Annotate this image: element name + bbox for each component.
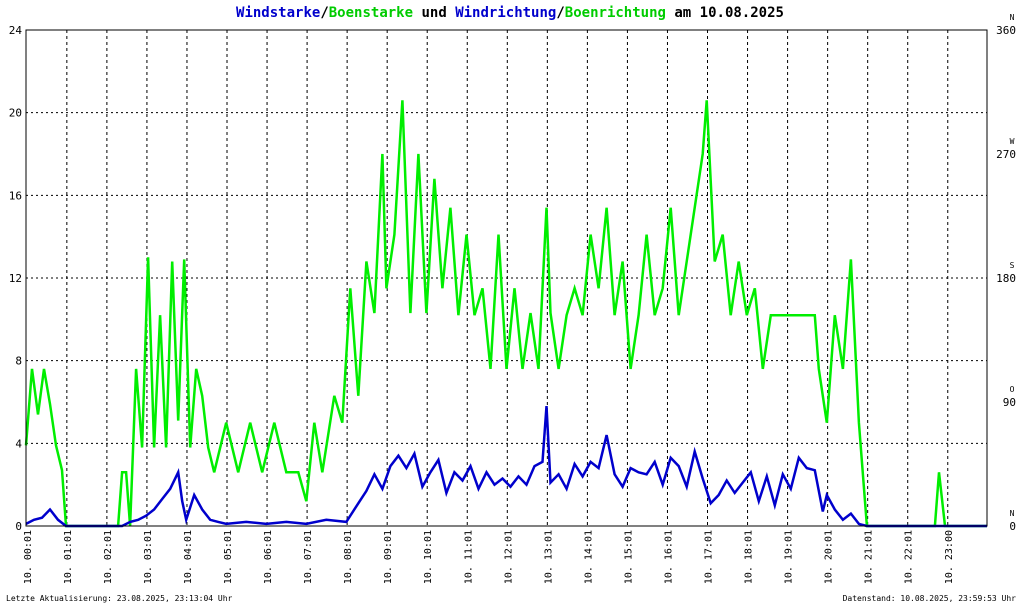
series-line-windstarke [25, 406, 987, 528]
title-sep2: / [556, 5, 564, 21]
right-tick-label: 90 [1003, 396, 1016, 409]
footer-right: Datenstand: 10.08.2025, 23:59:53 Uhr [843, 594, 1017, 603]
title-gustdir: Boenrichtung [565, 5, 666, 21]
x-tick-label: 10. 21:01 [864, 530, 875, 584]
x-tick-label: 10. 05:01 [223, 530, 234, 584]
x-tick-label: 10. 04:01 [183, 530, 194, 584]
y-axis-left: 0 4 8 12 16 20 24 [9, 24, 23, 533]
right-tick-label: 0 [1009, 520, 1016, 533]
x-tick-label: 10. 10:01 [423, 530, 434, 584]
compass-label: N [1010, 13, 1015, 22]
x-tick-label: 10. 08:01 [343, 530, 354, 584]
title-dir: Windrichtung [455, 5, 556, 21]
x-tick-label: 10. 01:01 [63, 530, 74, 584]
plot-frame [25, 29, 988, 527]
x-tick-label: 10. 06:01 [263, 530, 274, 584]
x-tick-label: 10. 14:01 [583, 530, 594, 584]
title-wind: Windstarke [236, 5, 320, 21]
x-tick-label: 10. 02:01 [103, 530, 114, 584]
x-tick-label: 10. 16:01 [663, 530, 674, 584]
compass-label: N [1010, 509, 1015, 518]
x-tick-label: 10. 23:00 [944, 530, 955, 584]
footer-left: Letzte Aktualisierung: 23.08.2025, 23:13… [6, 594, 233, 603]
x-tick-label: 10. 18:01 [744, 530, 755, 584]
series-line-boenstarke [24, 100, 987, 528]
title-date: am 10.08.2025 [666, 5, 784, 21]
chart-title: Windstarke/Boenstarke und Windrichtung/B… [236, 5, 784, 21]
x-axis: 10. 00:01 10. 01:01 10. 02:01 10. 03:01 10. … [23, 530, 955, 584]
y-tick-label: 20 [9, 107, 22, 120]
x-tick-label: 10. 15:01 [623, 530, 634, 584]
x-tick-label: 10. 09:01 [383, 530, 394, 584]
x-tick-label: 10. 03:01 [143, 530, 154, 584]
title-mid: und [413, 5, 455, 21]
x-tick-label: 10. 00:01 [23, 530, 34, 584]
y-tick-label: 4 [15, 437, 22, 450]
x-tick-label: 10. 20:01 [824, 530, 835, 584]
y-axis-right: 0 N 90 O 180 S 270 W 360 N [996, 13, 1016, 533]
x-tick-label: 10. 22:01 [904, 530, 915, 584]
right-tick-label: 270 [996, 148, 1016, 161]
title-sep1: / [320, 5, 328, 21]
x-tick-label: 10. 12:01 [503, 530, 514, 584]
x-tick-label: 10. 11:01 [463, 530, 474, 584]
x-tick-label: 10. 13:01 [543, 530, 554, 584]
series-layer [24, 100, 987, 528]
compass-label: S [1010, 261, 1015, 270]
x-tick-label: 10. 17:01 [704, 530, 715, 584]
right-tick-label: 180 [996, 272, 1016, 285]
y-tick-label: 8 [15, 355, 22, 368]
y-tick-label: 0 [15, 520, 22, 533]
compass-label: W [1010, 137, 1015, 146]
y-tick-label: 24 [9, 24, 23, 37]
compass-label: O [1010, 385, 1015, 394]
right-tick-label: 360 [996, 24, 1016, 37]
x-tick-label: 10. 19:01 [784, 530, 795, 584]
title-gust: Boenstarke [329, 5, 413, 21]
y-tick-label: 12 [9, 272, 22, 285]
x-tick-label: 10. 07:01 [303, 530, 314, 584]
y-tick-label: 16 [9, 189, 22, 202]
